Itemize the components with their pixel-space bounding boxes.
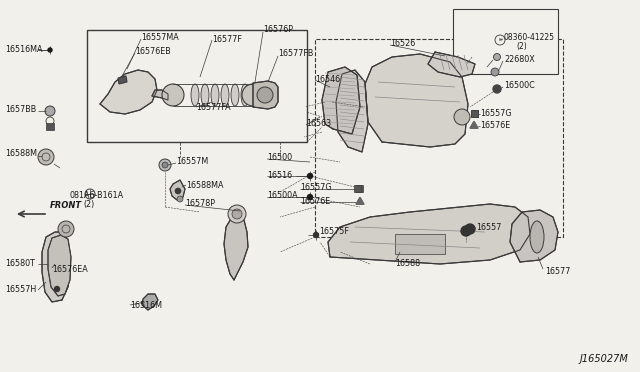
Text: 16557M: 16557M [176,157,208,167]
Text: 16526: 16526 [390,39,415,48]
Text: 16577FA: 16577FA [196,103,230,112]
Text: 081A6-B161A: 081A6-B161A [70,192,124,201]
Circle shape [465,224,475,234]
Polygon shape [224,214,248,280]
Polygon shape [170,180,185,200]
Circle shape [454,109,470,125]
Circle shape [162,84,184,106]
Text: 16576EA: 16576EA [52,264,88,273]
Circle shape [159,159,171,171]
Text: 16588: 16588 [395,260,420,269]
Polygon shape [142,294,158,310]
Circle shape [314,232,319,237]
Text: 16500A: 16500A [267,190,298,199]
Circle shape [58,221,74,237]
Bar [87,30,307,142]
Text: 16557G: 16557G [300,183,332,192]
Text: 16577: 16577 [545,267,570,276]
Circle shape [38,149,54,165]
Text: 16557MA: 16557MA [141,33,179,42]
Ellipse shape [530,221,544,253]
Text: 16563: 16563 [306,119,331,128]
Polygon shape [328,204,530,264]
Text: 16576E: 16576E [480,122,510,131]
Polygon shape [152,90,168,100]
Ellipse shape [231,84,239,106]
Bar [453,9,558,74]
Text: 16516: 16516 [267,170,292,180]
Bar [395,234,445,254]
Circle shape [45,106,55,116]
Text: B: B [499,38,501,42]
Text: 16576P: 16576P [263,26,293,35]
Text: 16500C: 16500C [504,81,535,90]
Ellipse shape [201,84,209,106]
Circle shape [177,196,183,202]
Circle shape [307,195,312,199]
Text: 16557H: 16557H [5,285,36,295]
Circle shape [48,48,52,52]
Ellipse shape [241,84,249,106]
Text: 16577F: 16577F [212,35,242,44]
Polygon shape [100,70,157,114]
Circle shape [491,68,499,76]
Circle shape [54,286,60,292]
Circle shape [232,209,242,219]
Text: (2): (2) [516,42,527,51]
Polygon shape [510,210,558,262]
Text: 16500: 16500 [267,154,292,163]
Text: (2): (2) [83,199,94,208]
Circle shape [461,226,471,236]
Text: 16557G: 16557G [480,109,511,119]
Bar [471,110,478,117]
Text: 16576EB: 16576EB [135,48,171,57]
Text: 1657BB: 1657BB [5,105,36,113]
Text: FRONT: FRONT [50,201,82,210]
Text: 16588MA: 16588MA [186,180,223,189]
Bar [315,39,563,237]
Circle shape [175,188,181,194]
Polygon shape [42,232,70,302]
Text: 08360-41225: 08360-41225 [504,32,555,42]
Ellipse shape [211,84,219,106]
Polygon shape [253,81,278,109]
Ellipse shape [221,84,229,106]
Ellipse shape [191,84,199,106]
Bar [46,123,54,130]
Polygon shape [428,52,475,77]
Text: 16576E: 16576E [300,198,330,206]
Text: 16557: 16557 [476,222,501,231]
Text: 16575F: 16575F [319,228,349,237]
Text: 16580T: 16580T [5,260,35,269]
Bar [354,185,361,192]
Text: 16516M: 16516M [130,301,162,311]
Circle shape [307,173,312,179]
Circle shape [493,85,501,93]
Polygon shape [365,54,468,147]
Circle shape [257,87,273,103]
Text: 22680X: 22680X [504,55,535,64]
Polygon shape [48,235,71,296]
Polygon shape [118,76,127,84]
Polygon shape [322,67,360,134]
Circle shape [242,84,264,106]
Text: 16588M: 16588M [5,150,37,158]
Text: 16546: 16546 [315,74,340,83]
Text: 16578P: 16578P [185,199,215,208]
Bar [471,110,478,117]
Polygon shape [336,70,368,152]
Text: 16516MA: 16516MA [5,45,42,54]
Circle shape [162,162,168,168]
Bar [356,185,363,192]
Circle shape [228,205,246,223]
Text: 16577FB: 16577FB [278,49,314,58]
Text: J165027M: J165027M [579,354,628,364]
Circle shape [493,54,500,61]
